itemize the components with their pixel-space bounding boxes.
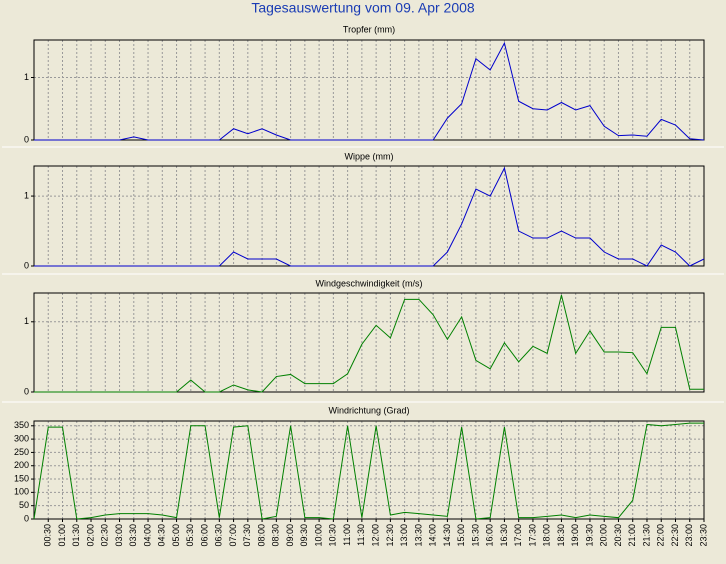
line-series xyxy=(34,166,705,267)
x-tick-label: 06:00 xyxy=(199,524,209,547)
x-tick-label: 15:30 xyxy=(470,524,480,547)
x-tick-label: 16:00 xyxy=(485,524,495,547)
x-tick-label: 22:30 xyxy=(670,524,680,547)
x-tick-label: 21:00 xyxy=(627,524,637,547)
x-tick-label: 07:00 xyxy=(228,524,238,547)
x-tick-label: 04:30 xyxy=(157,524,167,547)
x-tick-label: 11:00 xyxy=(342,524,352,546)
x-tick-label: 06:30 xyxy=(214,524,224,547)
x-tick-label: 16:30 xyxy=(499,524,509,547)
x-tick-label: 00:30 xyxy=(43,524,53,547)
x-tick-label: 12:30 xyxy=(385,524,395,547)
x-tick-label: 10:30 xyxy=(328,524,338,547)
x-tick-label: 12:00 xyxy=(371,524,381,547)
y-tick-label: 50 xyxy=(19,500,29,510)
y-tick-label: 1 xyxy=(24,190,29,200)
x-tick-label: 17:00 xyxy=(513,524,523,547)
x-tick-label: 03:00 xyxy=(114,524,124,547)
x-tick-label: 23:30 xyxy=(698,524,708,547)
x-tick-label: 18:30 xyxy=(556,524,566,547)
x-tick-label: 21:30 xyxy=(641,524,651,547)
x-tick-label: 18:00 xyxy=(542,524,552,547)
x-tick-label: 01:00 xyxy=(57,524,67,547)
panel-title: Tropfer (mm) xyxy=(343,24,395,34)
x-tick-label: 09:30 xyxy=(299,524,309,547)
y-tick-label: 0 xyxy=(24,134,29,144)
line-series xyxy=(34,41,705,141)
line-series xyxy=(34,294,704,393)
y-tick-label: 0 xyxy=(24,513,29,523)
x-tick-label: 05:30 xyxy=(185,524,195,547)
x-tick-label: 04:00 xyxy=(142,524,152,547)
x-tick-label: 13:30 xyxy=(413,524,423,547)
x-tick-label: 17:30 xyxy=(527,524,537,547)
x-tick-label: 20:00 xyxy=(599,524,609,547)
plot-frame xyxy=(33,420,705,520)
y-tick-label: 300 xyxy=(14,433,29,443)
x-tick-label: 14:00 xyxy=(428,524,438,547)
y-tick-label: 100 xyxy=(14,487,29,497)
panel-title: Windrichtung (Grad) xyxy=(328,405,409,415)
line-series xyxy=(33,422,704,520)
x-tick-label: 23:00 xyxy=(684,524,694,547)
y-tick-label: 0 xyxy=(24,260,29,270)
panel-title: Wippe (mm) xyxy=(345,151,394,161)
y-tick-label: 250 xyxy=(14,447,29,457)
y-tick-label: 200 xyxy=(14,460,29,470)
x-tick-label: 19:00 xyxy=(570,524,580,547)
x-tick-label: 02:00 xyxy=(85,524,95,547)
plot-frame xyxy=(33,292,705,393)
y-tick-label: 1 xyxy=(24,316,29,326)
x-tick-label: 03:30 xyxy=(128,524,138,547)
page-title: Tagesauswertung vom 09. Apr 2008 xyxy=(251,0,475,16)
panel-title: Windgeschwindigkeit (m/s) xyxy=(315,278,422,288)
x-tick-label: 10:00 xyxy=(313,524,323,547)
x-tick-label: 13:00 xyxy=(399,524,409,547)
x-tick-label: 05:00 xyxy=(171,524,181,547)
x-tick-label: 01:30 xyxy=(71,524,81,547)
x-tick-label: 02:30 xyxy=(100,524,110,547)
y-tick-label: 150 xyxy=(14,473,29,483)
x-tick-label: 22:00 xyxy=(656,524,666,547)
x-tick-label: 08:30 xyxy=(271,524,281,547)
x-tick-label: 14:30 xyxy=(442,524,452,547)
x-tick-label: 15:00 xyxy=(456,524,466,547)
x-tick-label: 08:00 xyxy=(256,524,266,547)
x-tick-label: 09:00 xyxy=(285,524,295,547)
x-tick-label: 11:30 xyxy=(356,524,366,546)
x-tick-label: 19:30 xyxy=(584,524,594,547)
x-tick-label: 20:30 xyxy=(613,524,623,547)
x-tick-label: 07:30 xyxy=(242,524,252,547)
y-tick-label: 0 xyxy=(24,386,29,396)
y-tick-label: 1 xyxy=(24,72,29,82)
y-tick-label: 350 xyxy=(14,420,29,430)
